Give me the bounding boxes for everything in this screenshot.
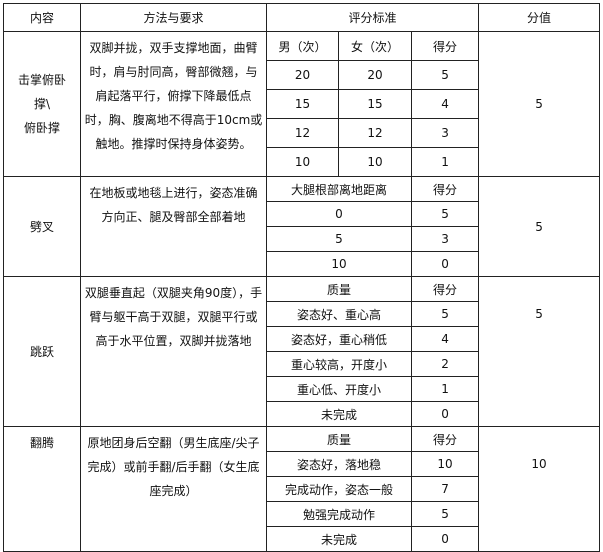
- section-score: 10: [478, 426, 601, 552]
- header-content: 内容: [3, 3, 81, 32]
- cell: 姿态好，重心稍低: [266, 326, 412, 352]
- cell: 12: [266, 118, 339, 148]
- cell: 3: [410, 118, 480, 148]
- name-line: 撑\: [33, 97, 51, 111]
- criteria-header: 男（次）: [266, 31, 339, 61]
- cell: 0: [266, 201, 412, 227]
- cell: 7: [410, 476, 480, 502]
- cell: 5: [266, 226, 412, 252]
- section-score: 5: [478, 176, 601, 277]
- name-line: 击掌俯卧: [17, 73, 66, 87]
- header-score: 分值: [478, 3, 601, 32]
- criteria-header: 质量: [266, 276, 412, 302]
- criteria-header: 得分: [410, 31, 480, 61]
- cell: 0: [410, 401, 480, 427]
- cell: 1: [410, 147, 480, 177]
- cell: 未完成: [266, 526, 412, 552]
- cell: 2: [410, 351, 480, 377]
- cell: 20: [266, 60, 339, 90]
- cell: 0: [410, 526, 480, 552]
- cell: 10: [410, 451, 480, 477]
- criteria-header: 得分: [410, 176, 480, 202]
- cell: 4: [410, 89, 480, 119]
- header-row: 内容 方法与要求 评分标准 分值: [3, 3, 601, 32]
- cell: 5: [410, 301, 480, 327]
- section-method: 双脚并拢，双手支撑地面，曲臂时，肩与肘同高，臀部微翘，与肩起落平行，俯撑下降最低…: [80, 31, 267, 177]
- cell: 20: [338, 60, 412, 90]
- section-method: 双腿垂直起（双腿夹角90度），手臂与躯干高于双腿，双腿平行或高于水平位置，双脚并…: [80, 276, 267, 427]
- scoring-table: 内容 方法与要求 评分标准 分值 击掌俯卧 撑\ 俯卧撑 双脚并拢，双手支撑地面…: [3, 3, 601, 552]
- cell: 5: [410, 201, 480, 227]
- header-criteria: 评分标准: [265, 3, 480, 32]
- section-name: 击掌俯卧 撑\ 俯卧撑: [3, 31, 81, 177]
- criteria-header: 大腿根部离地距离: [266, 176, 412, 202]
- cell: 5: [410, 501, 480, 527]
- cell: 10: [338, 147, 412, 177]
- cell: 姿态好，落地稳: [266, 451, 412, 477]
- cell: 12: [338, 118, 412, 148]
- criteria-header: 女（次）: [338, 31, 412, 61]
- cell: 1: [410, 376, 480, 402]
- section-name: 翻腾: [3, 426, 81, 552]
- section-method: 原地团身后空翻（男生底座/尖子完成）或前手翻/后手翻（女生底座完成）: [80, 426, 267, 552]
- cell: 10: [266, 251, 412, 277]
- cell: 姿态好、重心高: [266, 301, 412, 327]
- cell: 3: [410, 226, 480, 252]
- section-score: 5: [478, 31, 601, 177]
- section-name: 跳跃: [3, 276, 81, 427]
- cell: 勉强完成动作: [266, 501, 412, 527]
- cell: 5: [410, 60, 480, 90]
- criteria-header: 得分: [410, 276, 480, 302]
- cell: 重心较高，开度小: [266, 351, 412, 377]
- section-name: 劈叉: [3, 176, 81, 277]
- cell: 未完成: [266, 401, 412, 427]
- cell: 15: [338, 89, 412, 119]
- criteria-header: 质量: [266, 426, 412, 452]
- name-line: 俯卧撑: [23, 121, 60, 135]
- section-method: 在地板或地毯上进行，姿态准确方向正、腿及臀部全部着地: [80, 176, 267, 277]
- cell: 10: [266, 147, 339, 177]
- cell: 4: [410, 326, 480, 352]
- cell: 重心低、开度小: [266, 376, 412, 402]
- cell: 完成动作，姿态一般: [266, 476, 412, 502]
- header-method: 方法与要求: [80, 3, 267, 32]
- cell: 15: [266, 89, 339, 119]
- section-score: 5: [478, 276, 601, 427]
- criteria-header: 得分: [410, 426, 480, 452]
- cell: 0: [410, 251, 480, 277]
